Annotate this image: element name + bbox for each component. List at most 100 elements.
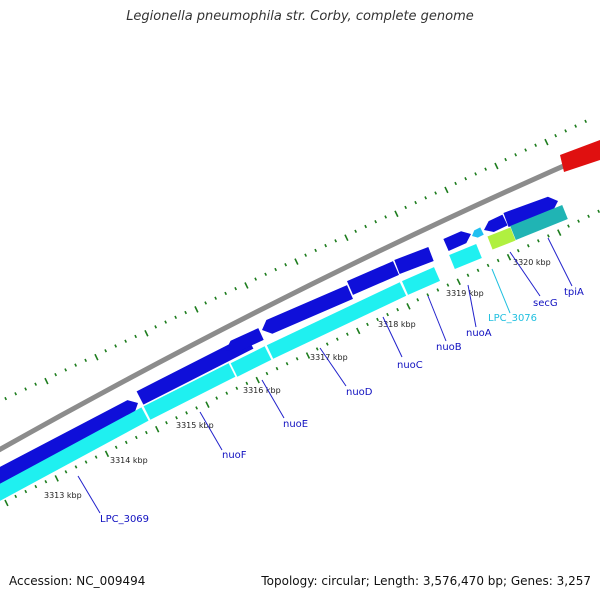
gene-label-nuob[interactable]: nuoB	[436, 342, 462, 353]
tick-mark	[234, 286, 238, 291]
gene-arrow[interactable]	[394, 246, 434, 275]
scale-label: 3320 kbp	[513, 258, 551, 267]
inner-tick-ring	[4, 209, 600, 507]
tick-mark	[557, 229, 562, 236]
tick-mark	[44, 377, 49, 385]
tick-mark	[155, 425, 160, 433]
tick-mark	[434, 191, 438, 195]
tick-mark	[114, 344, 118, 348]
tick-mark	[284, 263, 288, 267]
tick-mark	[305, 352, 311, 359]
tick-mark	[64, 470, 68, 474]
tick-mark	[195, 406, 199, 410]
scale-label: 3313 kbp	[44, 491, 82, 500]
tick-mark	[124, 339, 128, 343]
tick-mark	[494, 162, 499, 170]
tick-mark	[584, 119, 588, 124]
gene-arrow[interactable]	[0, 407, 149, 501]
tick-mark	[577, 219, 580, 223]
gene-label-tpia[interactable]: tpiA	[564, 287, 584, 298]
tick-mark	[134, 334, 138, 339]
tick-mark	[384, 215, 388, 219]
scale-label: 3316 kbp	[243, 386, 281, 395]
leader-line	[77, 475, 101, 514]
tick-mark	[464, 177, 468, 181]
tick-mark	[294, 258, 299, 265]
scale-label: 3318 kbp	[378, 320, 416, 329]
tick-mark	[554, 133, 558, 138]
forward-strand-genes	[0, 196, 558, 485]
tick-mark	[104, 349, 108, 353]
gene-arrow[interactable]	[266, 282, 407, 359]
gene-arrow[interactable]	[0, 400, 138, 485]
tick-mark	[174, 315, 178, 320]
tick-mark	[567, 224, 570, 228]
tick-mark	[414, 200, 418, 205]
gene-arrow[interactable]	[510, 205, 568, 240]
tick-mark	[366, 322, 369, 327]
gene-label-nuoe[interactable]: nuoE	[283, 419, 308, 430]
tick-mark	[285, 362, 289, 366]
gene-label-nuoc[interactable]: nuoC	[397, 360, 423, 371]
tick-mark	[14, 392, 18, 396]
leader-line	[199, 411, 223, 451]
tick-mark	[324, 243, 328, 248]
gene-arrow[interactable]	[262, 285, 353, 334]
gene-arrow[interactable]	[484, 214, 508, 232]
map-title: Legionella pneumophila str. Corby, compl…	[126, 9, 474, 24]
tick-mark	[325, 342, 329, 346]
outer-tick-ring	[4, 119, 588, 401]
tick-mark	[74, 363, 78, 367]
tick-mark	[24, 489, 28, 494]
tick-mark	[597, 209, 600, 214]
tick-mark	[314, 248, 318, 253]
tick-mark	[274, 267, 278, 272]
tick-mark	[44, 479, 48, 484]
tick-mark	[335, 337, 339, 341]
gene-arrow[interactable]	[503, 196, 558, 228]
tick-mark	[84, 460, 88, 464]
gene-arrow[interactable]	[347, 261, 399, 295]
highlight-gene[interactable]	[560, 140, 600, 172]
tick-mark	[225, 391, 229, 395]
tick-mark	[164, 320, 168, 324]
gene-label-lpc-3076[interactable]: LPC_3076	[488, 313, 537, 324]
gene-arrow[interactable]	[226, 328, 264, 353]
tick-mark	[64, 368, 68, 372]
tick-mark	[94, 455, 98, 459]
tick-mark	[406, 303, 411, 310]
tick-mark	[484, 167, 488, 171]
tick-mark	[374, 220, 378, 224]
tick-mark	[4, 499, 9, 507]
gene-arrow[interactable]	[136, 335, 254, 405]
scale-label: 3314 kbp	[110, 456, 148, 465]
tick-mark	[214, 296, 218, 300]
gene-arrow[interactable]	[230, 346, 272, 377]
gene-arrow[interactable]	[487, 227, 516, 250]
tick-mark	[34, 484, 38, 489]
gene-label-lpc-3069[interactable]: LPC_3069	[100, 514, 149, 525]
gene-labels: LPC_3069 nuoF nuoE nuoD nuoC nuoB nuoA L…	[100, 287, 584, 525]
tick-mark	[134, 435, 138, 440]
tick-mark	[486, 263, 490, 268]
tick-mark	[255, 376, 260, 384]
tick-mark	[516, 248, 520, 253]
tick-mark	[426, 293, 430, 297]
tick-mark	[346, 332, 349, 336]
gene-arrow[interactable]	[449, 244, 482, 269]
gene-label-nuof[interactable]: nuoF	[222, 450, 247, 461]
gene-label-secg[interactable]: secG	[533, 298, 558, 309]
leader-line	[319, 347, 347, 387]
gene-arrow[interactable]	[472, 227, 484, 238]
gene-arrow[interactable]	[143, 363, 236, 420]
gene-arrow[interactable]	[443, 231, 471, 251]
gene-label-nuoa[interactable]: nuoA	[466, 328, 492, 339]
tick-mark	[315, 347, 319, 351]
genome-summary-text: Topology: circular; Length: 3,576,470 bp…	[261, 574, 591, 588]
tick-mark	[496, 258, 500, 263]
tick-mark	[144, 430, 148, 435]
gene-arrow[interactable]	[401, 267, 441, 295]
tick-mark	[587, 214, 590, 218]
tick-mark	[436, 288, 440, 292]
gene-label-nuod[interactable]: nuoD	[346, 387, 373, 398]
